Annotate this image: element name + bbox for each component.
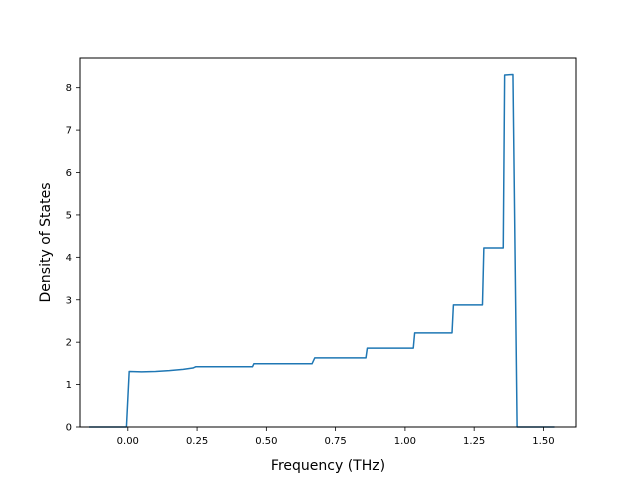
x-tick-label: 1.50 bbox=[532, 436, 554, 447]
y-axis-label: Density of States bbox=[38, 183, 54, 303]
y-tick-label: 3 bbox=[66, 295, 72, 306]
x-tick-label: 0.50 bbox=[255, 436, 277, 447]
y-tick-label: 0 bbox=[66, 423, 72, 434]
x-tick-label: 0.75 bbox=[324, 436, 346, 447]
x-axis-ticks: 0.00 0.25 0.50 0.75 1.00 1.25 1.50 bbox=[117, 427, 555, 447]
x-tick-label: 0.25 bbox=[186, 436, 208, 447]
axes-frame bbox=[79, 57, 577, 428]
x-axis-label: Frequency (THz) bbox=[271, 458, 385, 474]
y-tick-label: 2 bbox=[66, 338, 72, 349]
y-tick-label: 6 bbox=[66, 168, 72, 179]
x-tick-label: 1.25 bbox=[463, 436, 485, 447]
x-tick-label: 1.00 bbox=[394, 436, 416, 447]
plot-area bbox=[89, 73, 555, 428]
y-tick-label: 8 bbox=[66, 83, 72, 94]
y-tick-label: 5 bbox=[66, 210, 72, 221]
y-tick-label: 1 bbox=[66, 380, 72, 391]
y-tick-label: 4 bbox=[66, 253, 72, 264]
dos-series-line-0 bbox=[89, 73, 555, 428]
y-axis-ticks: 0 1 2 3 4 5 6 7 8 bbox=[66, 83, 80, 434]
x-tick-label: 0.00 bbox=[117, 436, 139, 447]
y-tick-label: 7 bbox=[66, 126, 72, 137]
